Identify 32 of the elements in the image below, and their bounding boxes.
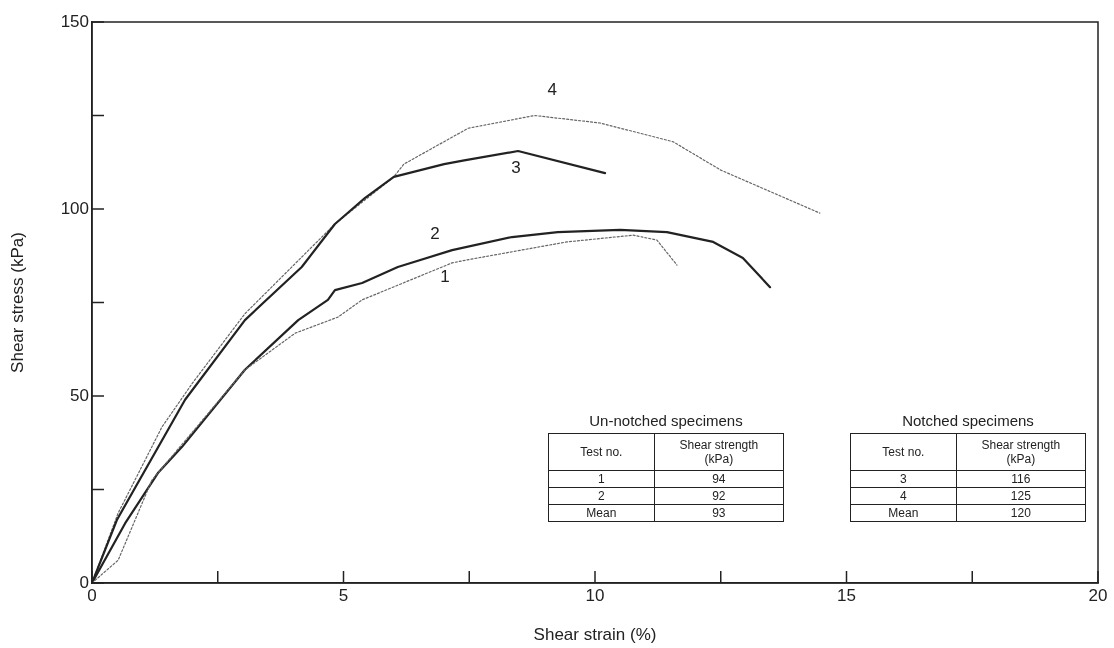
annotation: 120 [1010,506,1031,520]
annotation: Test no. [580,445,623,459]
annotation: 3 [900,472,907,486]
x-tick-label: 15 [837,585,856,605]
annotation: 125 [1010,489,1031,503]
annotation: Mean [888,506,919,520]
series-label: 2 [430,223,440,243]
annotation: 93 [712,506,726,520]
annotation: Test no. [882,445,925,459]
x-tick-label: 20 [1088,585,1108,605]
annotation: Un-notched specimens [588,412,744,429]
series-label: 1 [440,266,450,286]
x-axis-title: Shear strain (%) [533,625,657,645]
y-tick-label: 100 [60,198,89,218]
annotation: 4 [900,489,907,503]
y-tick-label: 0 [79,572,89,592]
x-tick-label: 5 [338,585,349,605]
series-label: 4 [547,79,557,99]
y-axis-title: Shear stress (kPa) [7,232,27,373]
annotation: Notched specimens [901,412,1035,429]
annotation: 94 [712,472,726,486]
annotation: 2 [598,489,605,503]
annotation: Mean [586,506,617,520]
annotation: Shear strength (kPa) [980,438,1062,466]
series-label: 3 [511,157,521,177]
x-tick-label: 10 [585,585,605,605]
y-tick-label: 50 [70,385,89,405]
annotation: 92 [712,489,726,503]
annotation: 1 [598,472,605,486]
y-tick-label: 150 [60,11,89,31]
annotation: Shear strength (kPa) [678,438,760,466]
annotation: 116 [1011,472,1031,486]
